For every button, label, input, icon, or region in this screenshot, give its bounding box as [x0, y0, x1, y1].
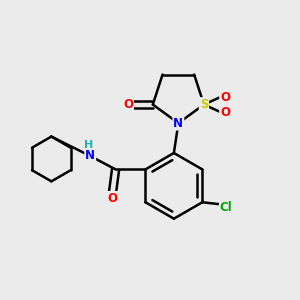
Text: Cl: Cl — [220, 201, 233, 214]
Text: H: H — [84, 140, 93, 150]
Text: O: O — [123, 98, 133, 111]
Text: N: N — [85, 149, 95, 163]
Text: N: N — [173, 117, 183, 130]
Text: O: O — [220, 106, 230, 118]
Text: S: S — [200, 98, 208, 111]
Text: O: O — [220, 91, 230, 103]
Text: O: O — [108, 192, 118, 205]
